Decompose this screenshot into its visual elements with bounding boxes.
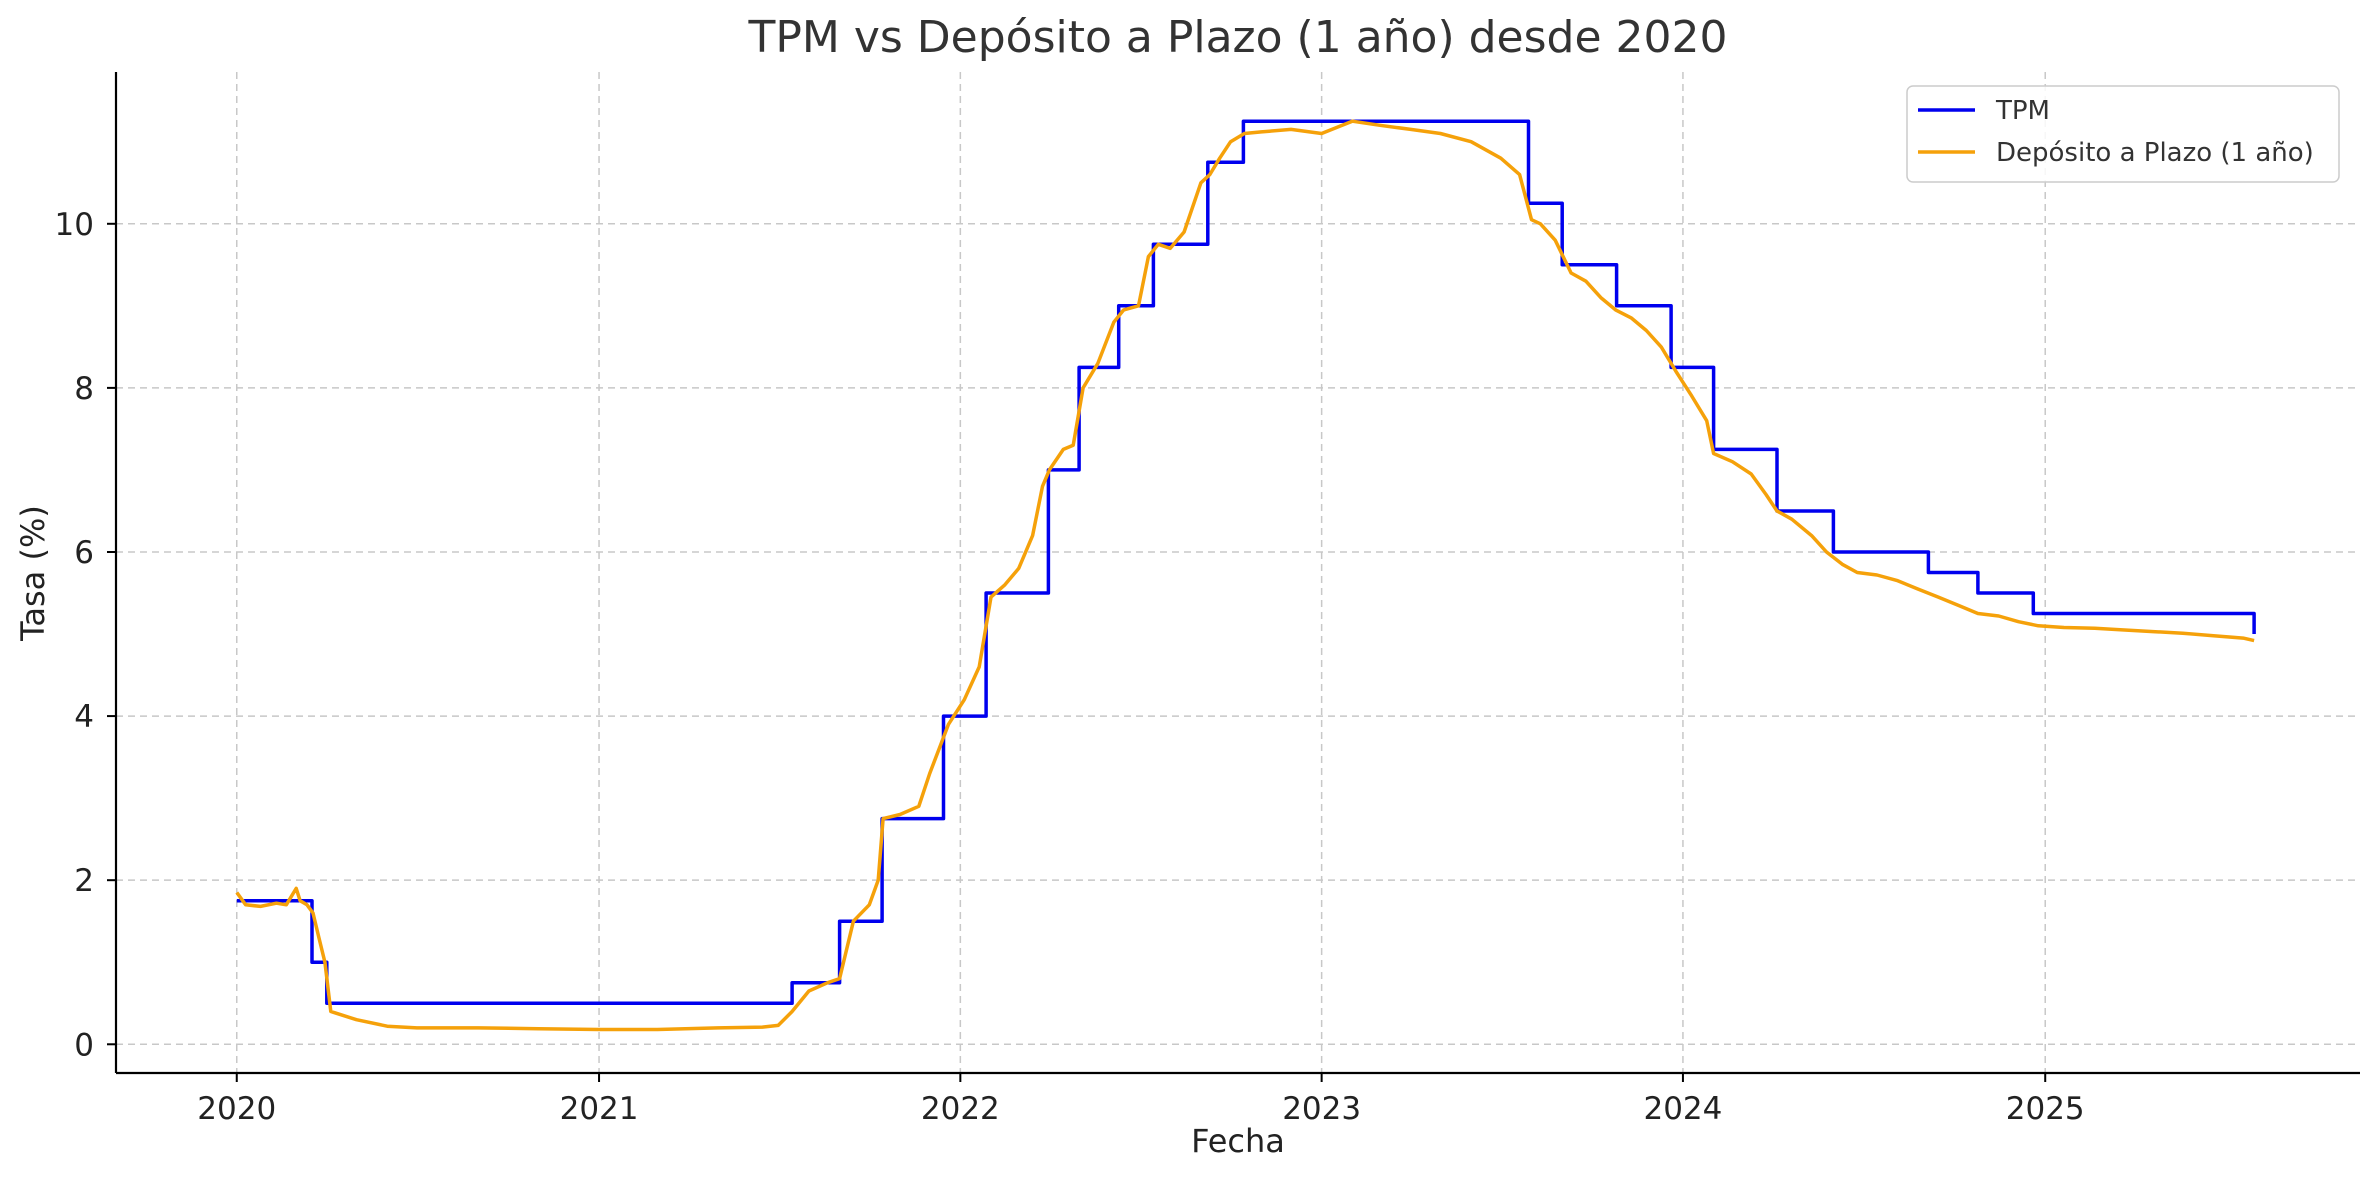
series-layer (235, 119, 2256, 1032)
axes (114, 72, 2360, 1075)
x-ticks: 2020 2021 2022 2023 2024 2025 (197, 1073, 2085, 1127)
y-tick-label: 6 (74, 535, 94, 571)
y-axis-label: Tasa (%) (14, 505, 52, 642)
x-tick-label: 2023 (1282, 1091, 1361, 1127)
series-line-deposit (235, 119, 2255, 1032)
y-tick-label: 4 (74, 699, 94, 735)
series-line-tpm (236, 119, 2256, 1006)
y-ticks: 0 2 4 6 8 10 (55, 207, 116, 1063)
y-tick-label: 0 (74, 1027, 94, 1063)
legend-box (1906, 85, 2340, 183)
y-tick-label: 10 (55, 207, 94, 243)
legend-label-tpm: TPM (1995, 96, 2050, 126)
legend: TPM Depósito a Plazo (1 año) (1906, 85, 2340, 183)
x-tick-label: 2020 (197, 1091, 276, 1127)
x-tick-label: 2025 (2006, 1091, 2085, 1127)
legend-label-deposit: Depósito a Plazo (1 año) (1996, 138, 2314, 168)
grid (116, 72, 2360, 1073)
x-tick-label: 2022 (921, 1091, 1000, 1127)
x-axis-label: Fecha (1191, 1122, 1285, 1160)
x-tick-label: 2021 (560, 1091, 639, 1127)
chart-title: TPM vs Depósito a Plazo (1 año) desde 20… (747, 12, 1727, 63)
y-tick-label: 8 (74, 371, 94, 407)
y-tick-label: 2 (74, 863, 94, 899)
x-tick-label: 2024 (1643, 1091, 1722, 1127)
